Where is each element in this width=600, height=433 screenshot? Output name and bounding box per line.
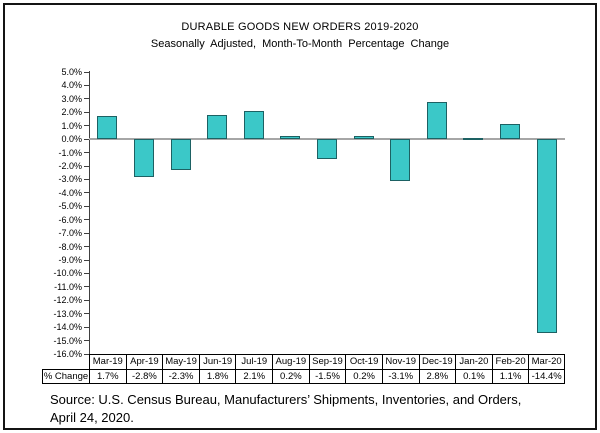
table-month-cell: Mar-20 [528, 354, 565, 369]
y-axis-tick [84, 246, 89, 248]
y-axis-line [89, 71, 90, 354]
table-value-cell: 0.1% [455, 369, 492, 384]
table-value-cell: -3.1% [381, 369, 419, 384]
bar-Jul-19 [243, 110, 264, 140]
y-axis-label: -15.0% [53, 335, 82, 346]
bar-Jan-20 [463, 137, 484, 140]
y-axis-tick [84, 84, 89, 86]
y-axis-tick [84, 259, 89, 261]
y-axis-tick [84, 165, 89, 167]
y-axis-label: -7.0% [58, 228, 82, 239]
y-axis-label: -8.0% [58, 241, 82, 252]
table-row-label: % Change [42, 369, 89, 384]
y-axis-tick [84, 178, 89, 180]
table-value-cell: 2.1% [235, 369, 273, 384]
table-value-cell: 1.7% [89, 369, 126, 384]
y-axis-label: -1.0% [58, 147, 82, 158]
table-month-cell: Nov-19 [381, 354, 419, 369]
y-axis-tick [84, 205, 89, 207]
y-axis-label: 3.0% [61, 93, 82, 104]
table-month-cell: Apr-19 [125, 354, 163, 369]
y-axis-tick [84, 299, 89, 301]
y-axis-tick [84, 219, 89, 221]
y-axis-label: -2.0% [58, 161, 82, 171]
table-month-cell: Jul-19 [235, 354, 273, 369]
table-month-cell: Dec-19 [418, 354, 456, 369]
y-axis-label: -9.0% [58, 255, 82, 265]
bar-Sep-19 [317, 139, 337, 160]
table-value-cell: 1.1% [491, 369, 529, 384]
y-axis-label: 5.0% [61, 67, 82, 77]
table-value-cell: -2.8% [125, 369, 163, 384]
y-axis-label: 1.0% [61, 120, 82, 131]
table-month-cell: Sep-19 [308, 354, 346, 369]
y-axis-tick [84, 98, 89, 100]
table-value-cell: 1.8% [198, 369, 236, 384]
y-axis-label: -4.0% [58, 187, 82, 198]
bar-Dec-19 [426, 101, 447, 140]
y-axis-label: -16.0% [53, 349, 82, 359]
y-axis-label: -14.0% [53, 322, 82, 333]
y-axis-tick [84, 326, 89, 328]
y-axis-label: -5.0% [58, 201, 82, 212]
y-axis-label: -13.0% [53, 308, 82, 319]
y-axis-tick [84, 353, 89, 355]
bar-Mar-19 [97, 116, 118, 140]
y-axis-label: 2.0% [61, 107, 82, 118]
y-axis-label: -11.0% [54, 281, 82, 292]
bar-Feb-20 [500, 124, 521, 140]
y-axis-label: 4.0% [61, 80, 82, 91]
bar-Mar-20 [536, 139, 557, 333]
bar-Jun-19 [207, 114, 228, 140]
y-axis-label: -6.0% [58, 214, 82, 225]
y-axis-tick [84, 125, 89, 127]
y-axis-tick [84, 272, 89, 274]
table-value-cell: 2.8% [418, 369, 456, 384]
source-line-1: Source: U.S. Census Bureau, Manufacturer… [50, 392, 522, 407]
table-value-cell: 0.2% [345, 369, 382, 384]
table-value-cell: 0.2% [272, 369, 309, 384]
table-month-cell: Aug-19 [272, 354, 309, 369]
bar-May-19 [170, 139, 191, 171]
bar-Apr-19 [133, 139, 154, 177]
source-note: Source: U.S. Census Bureau, Manufacturer… [50, 391, 570, 427]
y-axis-tick [84, 71, 89, 73]
y-axis-label: 0.0% [61, 134, 82, 145]
y-axis-tick [84, 313, 89, 315]
chart-outer-border: DURABLE GOODS NEW ORDERS 2019-2020 Seaso… [3, 3, 597, 430]
y-axis-label: -12.0% [53, 295, 82, 306]
chart-subtitle: Seasonally Adjusted, Month-To-Month Perc… [150, 38, 450, 50]
table-month-header-row: Mar-19 Apr-19 May-19 Jun-19 Jul-19 Aug-19 Sep-… [89, 354, 565, 369]
y-axis-tick [84, 286, 89, 288]
y-axis-tick [84, 232, 89, 234]
table-month-cell: Jun-19 [198, 354, 236, 369]
table-month-cell: Jan-20 [455, 354, 492, 369]
plot-area [89, 72, 565, 354]
bar-Nov-19 [390, 139, 411, 181]
table-month-cell: May-19 [162, 354, 199, 369]
chart-title: DURABLE GOODS NEW ORDERS 2019-2020 [181, 21, 419, 33]
table-month-cell: Mar-19 [89, 354, 126, 369]
y-axis-label: -3.0% [58, 174, 82, 185]
table-month-cell: Oct-19 [345, 354, 382, 369]
y-axis-tick [84, 192, 89, 194]
y-axis-tick [84, 111, 89, 113]
table-value-cell: -1.5% [308, 369, 346, 384]
bar-Aug-19 [280, 136, 301, 140]
y-axis-label: -10.0% [53, 268, 82, 279]
table-value-cell: -14.4% [528, 369, 565, 384]
y-axis-tick [84, 340, 89, 342]
table-month-cell: Feb-20 [491, 354, 529, 369]
y-axis-tick [84, 138, 89, 140]
y-axis-tick [84, 152, 89, 154]
bar-Oct-19 [353, 136, 374, 140]
source-line-2: April 24, 2020. [50, 410, 134, 425]
table-value-cell: -2.3% [162, 369, 199, 384]
table-value-row: % Change 1.7% -2.8% -2.3% 1.8% 2.1% 0.2% -1.5% 0… [42, 369, 565, 384]
